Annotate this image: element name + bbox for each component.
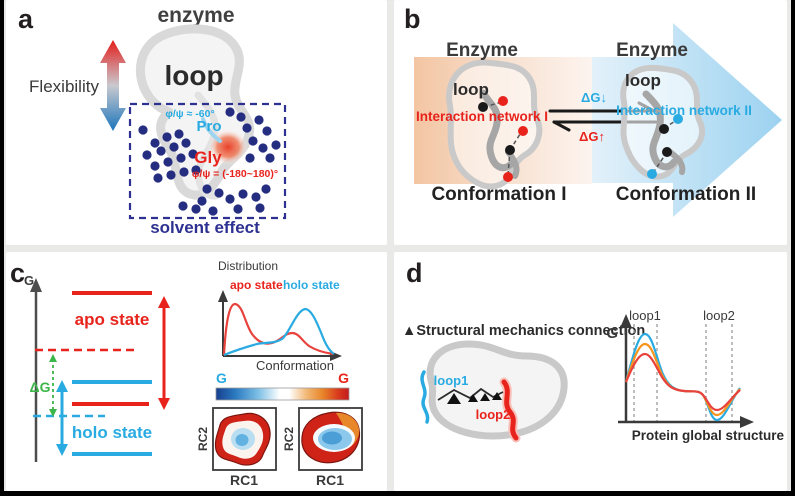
plot-xlabel: Protein global structure — [632, 428, 785, 443]
panel-b: b Enzyme loop Interaction network I Conf… — [394, 0, 787, 245]
figure-background: a enzyme loop Flexibility φ/ψ ≈ -60° Pro… — [4, 0, 791, 491]
pro-strand — [201, 117, 222, 143]
distribution-holo-label: holo state — [283, 278, 340, 292]
conformation-2-label: Conformation II — [616, 184, 756, 205]
interaction-network-2-label: Interaction network II — [616, 103, 752, 118]
enzyme-conformation-2 — [620, 64, 706, 180]
distribution-apo-label: apo state — [230, 278, 283, 292]
mechanics-legend: ▲Structural mechanics connection — [402, 323, 645, 339]
solvent-box — [128, 102, 287, 220]
panel-c-canvas: c G apo state holo state ΔG — [10, 258, 363, 488]
distribution-xlabel: Conformation — [256, 358, 334, 373]
energy-axis — [30, 278, 42, 462]
loop-label: loop — [164, 60, 223, 91]
panel-d: d ▲Structural mechanics connection loop1… — [394, 252, 787, 491]
loop1-label: loop1 — [434, 373, 469, 388]
delta-g-up-label: ΔG↑ — [579, 129, 605, 144]
panel-c: c G apo state holo state ΔG — [6, 252, 387, 491]
contour-2-ylabel: RC2 — [282, 427, 296, 451]
panel-a: a enzyme loop Flexibility φ/ψ ≈ -60° Pro… — [6, 0, 387, 245]
delta-g-label: ΔG — [30, 379, 51, 395]
holo-range-arrow — [56, 380, 68, 456]
enzyme-2-title: Enzyme — [616, 40, 688, 61]
distribution-title: Distribution — [218, 259, 278, 273]
colorbar-high-label: G — [338, 370, 349, 386]
panel-b-label: b — [404, 4, 421, 34]
interaction-network-1-label: Interaction network I — [416, 109, 548, 124]
apo-range-arrow — [158, 296, 170, 410]
plot-loop1-label: loop1 — [629, 308, 661, 323]
g-axis-label: G — [606, 325, 618, 342]
panel-d-label: d — [406, 258, 423, 288]
contour-plot-2 — [298, 407, 363, 471]
panel-b-canvas: b Enzyme loop Interaction network I Conf… — [404, 4, 782, 217]
enzyme-conformation-1 — [446, 59, 543, 190]
gly-label: Gly — [194, 148, 222, 167]
energy-profile-plot — [618, 314, 754, 428]
loop2-label: loop2 — [476, 407, 511, 422]
energy-axis-label: G — [24, 273, 34, 288]
flexibility-label: Flexibility — [29, 77, 99, 96]
panel-a-label: a — [18, 4, 34, 34]
enzyme-1-title: Enzyme — [446, 40, 518, 61]
colorbar — [215, 387, 350, 401]
plot-loop2-label: loop2 — [703, 308, 735, 323]
solvent-dots — [138, 107, 281, 216]
distribution-plot — [218, 290, 342, 361]
pro-label: Pro — [196, 118, 221, 135]
conformation-1-label: Conformation I — [431, 184, 566, 205]
panel-c-label: c — [10, 258, 25, 288]
loop1-strand — [420, 370, 430, 424]
contour-plot-1 — [212, 407, 277, 471]
holo-state-label: holo state — [72, 423, 152, 442]
colorbar-low-label: G — [216, 370, 227, 386]
pro-phi-psi: φ/ψ ≈ -60° — [165, 108, 214, 120]
gly-phi-psi: φ/ψ = (-180~180)° — [192, 168, 278, 180]
loop2-strand — [501, 379, 519, 441]
solvent-effect-label: solvent effect — [150, 218, 260, 237]
panel-d-canvas: d ▲Structural mechanics connection loop1… — [402, 258, 785, 443]
protein-blob — [420, 340, 568, 443]
delta-g-arrow — [49, 354, 57, 417]
contour-1-ylabel: RC2 — [196, 427, 210, 451]
loop-2-label: loop — [625, 71, 661, 90]
contour-2-xlabel: RC1 — [316, 472, 344, 488]
flexibility-arrow — [100, 40, 126, 131]
loop-1-label: loop — [453, 80, 489, 99]
apo-state-label: apo state — [75, 310, 150, 329]
panel-a-canvas: a enzyme loop Flexibility φ/ψ ≈ -60° Pro… — [18, 4, 287, 237]
delta-g-down-label: ΔG↓ — [581, 90, 607, 105]
mechanics-triangles — [447, 392, 502, 404]
energy-levels — [33, 291, 152, 456]
enzyme-title: enzyme — [157, 4, 234, 27]
contour-1-xlabel: RC1 — [230, 472, 258, 488]
